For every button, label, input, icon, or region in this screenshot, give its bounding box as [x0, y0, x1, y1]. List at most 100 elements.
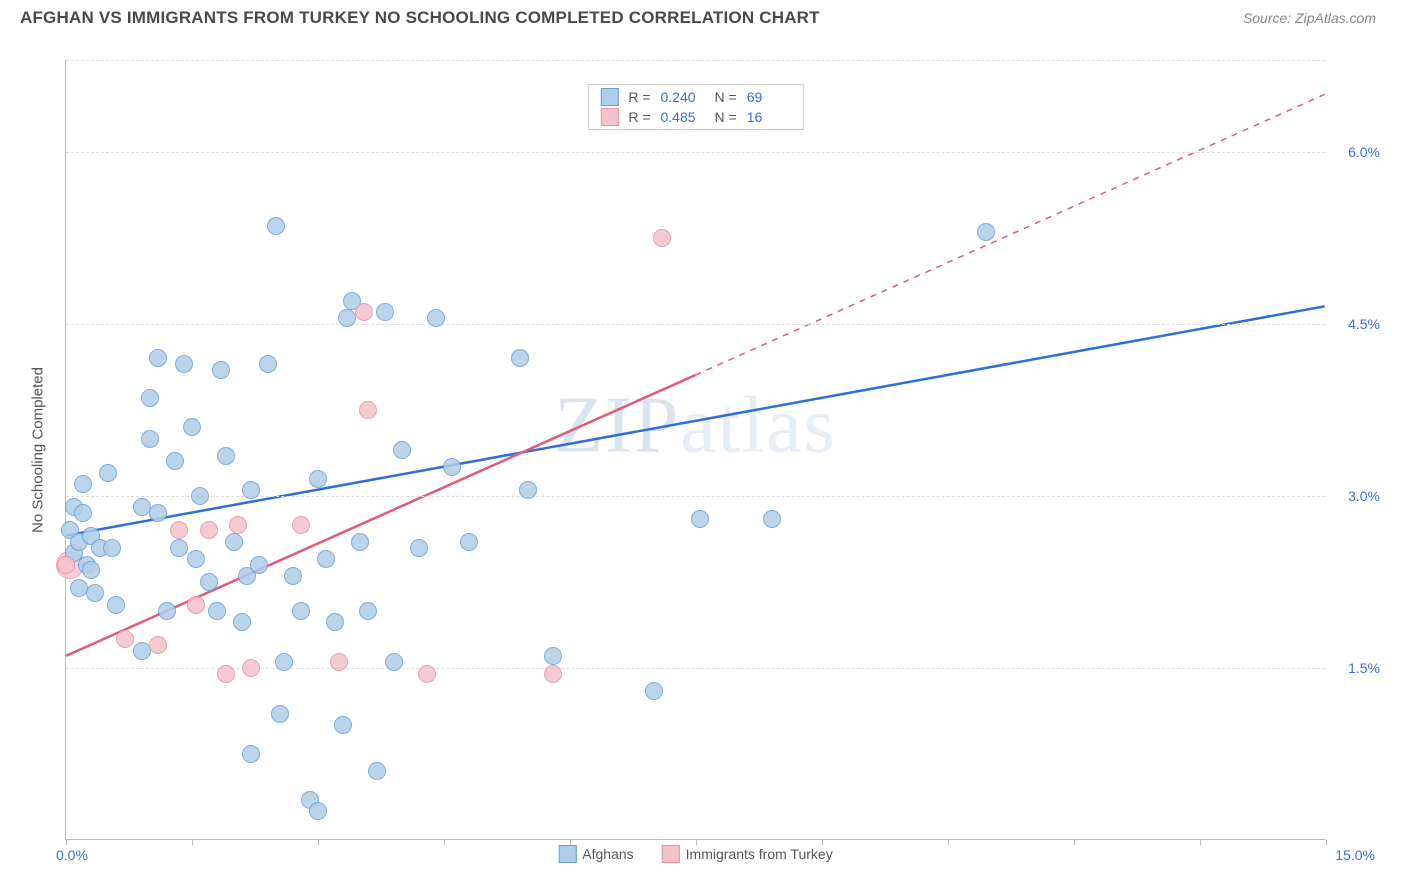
scatter-point — [149, 504, 167, 522]
scatter-point — [519, 481, 537, 499]
legend-swatch-afghans — [558, 845, 576, 863]
scatter-point — [229, 516, 247, 534]
y-tick-label: 4.5% — [1348, 316, 1380, 332]
scatter-point — [149, 349, 167, 367]
scatter-point — [183, 418, 201, 436]
scatter-point — [763, 510, 781, 528]
scatter-point — [977, 223, 995, 241]
x-tick — [822, 839, 823, 845]
scatter-point — [233, 613, 251, 631]
scatter-point — [74, 475, 92, 493]
y-tick-label: 3.0% — [1348, 488, 1380, 504]
n-label: N = — [715, 89, 737, 105]
r-label: R = — [628, 89, 650, 105]
scatter-point — [267, 217, 285, 235]
y-tick-label: 1.5% — [1348, 660, 1380, 676]
scatter-point — [74, 504, 92, 522]
swatch-turkey — [600, 108, 618, 126]
x-tick — [948, 839, 949, 845]
y-axis-title: No Schooling Completed — [30, 367, 47, 533]
scatter-point — [217, 665, 235, 683]
scatter-point — [338, 309, 356, 327]
scatter-point — [70, 579, 88, 597]
gridline — [66, 60, 1325, 61]
scatter-point — [170, 539, 188, 557]
scatter-point — [645, 682, 663, 700]
n-label: N = — [715, 109, 737, 125]
scatter-point — [292, 602, 310, 620]
chart-container: No Schooling Completed ZIPatlas R = 0.24… — [20, 38, 1390, 878]
scatter-point — [242, 745, 260, 763]
x-tick — [318, 839, 319, 845]
gridline — [66, 324, 1325, 325]
scatter-point — [418, 665, 436, 683]
scatter-point — [359, 401, 377, 419]
scatter-point — [330, 653, 348, 671]
scatter-point — [653, 229, 671, 247]
n-value-turkey: 16 — [747, 109, 791, 125]
scatter-point — [200, 521, 218, 539]
scatter-point — [175, 355, 193, 373]
x-tick — [570, 839, 571, 845]
x-axis-max-label: 15.0% — [1335, 847, 1375, 863]
scatter-point — [355, 303, 373, 321]
legend-item-turkey: Immigrants from Turkey — [662, 845, 833, 863]
scatter-point — [82, 561, 100, 579]
scatter-point — [376, 303, 394, 321]
scatter-point — [208, 602, 226, 620]
watermark: ZIPatlas — [554, 381, 837, 472]
scatter-point — [359, 602, 377, 620]
scatter-point — [217, 447, 235, 465]
scatter-point — [292, 516, 310, 534]
scatter-point — [334, 716, 352, 734]
scatter-point — [242, 659, 260, 677]
scatter-point — [170, 521, 188, 539]
scatter-point — [368, 762, 386, 780]
scatter-point — [309, 802, 327, 820]
r-label: R = — [628, 109, 650, 125]
plot-area: No Schooling Completed ZIPatlas R = 0.24… — [65, 60, 1325, 840]
scatter-point — [326, 613, 344, 631]
scatter-point — [187, 596, 205, 614]
legend-item-afghans: Afghans — [558, 845, 633, 863]
stats-row-turkey: R = 0.485 N = 16 — [588, 107, 802, 127]
scatter-point — [57, 556, 75, 574]
scatter-point — [460, 533, 478, 551]
legend-label-afghans: Afghans — [582, 846, 633, 862]
scatter-point — [271, 705, 289, 723]
scatter-point — [511, 349, 529, 367]
stats-legend: R = 0.240 N = 69 R = 0.485 N = 16 — [587, 84, 803, 130]
scatter-point — [166, 452, 184, 470]
n-value-afghans: 69 — [747, 89, 791, 105]
y-tick-label: 6.0% — [1348, 144, 1380, 160]
x-tick — [1326, 839, 1327, 845]
scatter-point — [225, 533, 243, 551]
scatter-point — [544, 665, 562, 683]
scatter-point — [187, 550, 205, 568]
scatter-point — [158, 602, 176, 620]
scatter-point — [250, 556, 268, 574]
scatter-point — [259, 355, 277, 373]
scatter-point — [443, 458, 461, 476]
r-value-afghans: 0.240 — [661, 89, 705, 105]
scatter-point — [133, 498, 151, 516]
scatter-point — [410, 539, 428, 557]
scatter-point — [141, 389, 159, 407]
scatter-point — [116, 630, 134, 648]
scatter-point — [385, 653, 403, 671]
scatter-point — [103, 539, 121, 557]
x-axis-min-label: 0.0% — [56, 847, 88, 863]
scatter-point — [149, 636, 167, 654]
scatter-point — [141, 430, 159, 448]
source-label: Source: ZipAtlas.com — [1243, 10, 1376, 26]
stats-row-afghans: R = 0.240 N = 69 — [588, 87, 802, 107]
scatter-point — [275, 653, 293, 671]
scatter-point — [427, 309, 445, 327]
chart-title: AFGHAN VS IMMIGRANTS FROM TURKEY NO SCHO… — [20, 8, 820, 28]
scatter-point — [317, 550, 335, 568]
scatter-point — [212, 361, 230, 379]
scatter-point — [200, 573, 218, 591]
gridline — [66, 152, 1325, 153]
x-tick — [192, 839, 193, 845]
legend-label-turkey: Immigrants from Turkey — [686, 846, 833, 862]
